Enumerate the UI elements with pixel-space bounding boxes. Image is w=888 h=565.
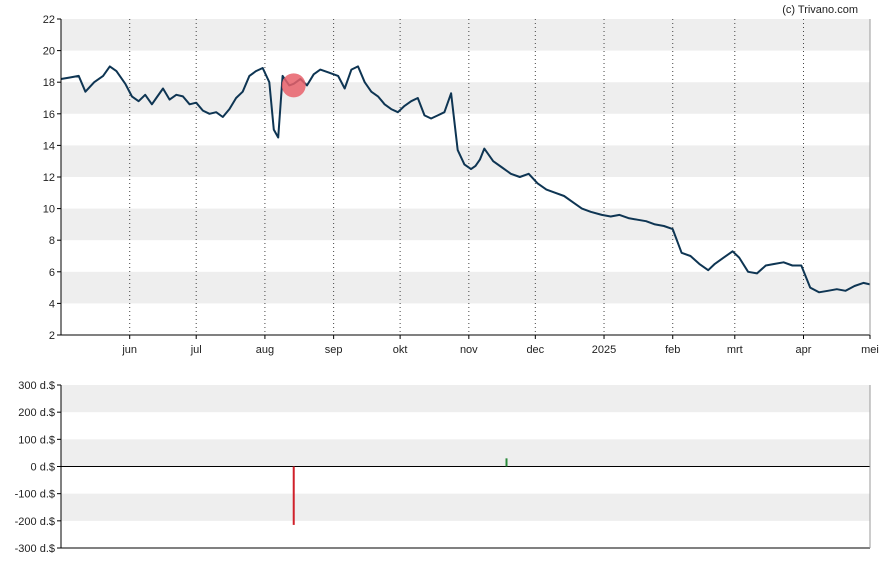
volume-y-tick-label: -100 d.$ — [15, 489, 55, 501]
price-series-line — [60, 65, 871, 294]
price-x-tick-label: mrt — [727, 344, 743, 356]
price-x-tick-label: jul — [190, 344, 202, 356]
price-y-tick-label: 4 — [49, 298, 55, 310]
price-x-tick-label: feb — [665, 344, 680, 356]
credit-text: (c) Trivano.com — [782, 4, 858, 16]
price-x-tick-label: jun — [121, 344, 137, 356]
volume-y-tick-label: 0 d.$ — [31, 462, 55, 474]
volume-band — [61, 493, 870, 521]
price-y-tick-label: 2 — [49, 330, 55, 342]
volume-chart-panel: 300 d.$ 200 d.$ 100 d.$ 0 d.$ -100 d.$ -200 d… — [15, 380, 871, 555]
price-x-tick-label: apr — [796, 344, 812, 356]
price-y-tick-label: 14 — [43, 140, 55, 152]
price-y-tick-label: 6 — [49, 267, 55, 279]
volume-band — [61, 439, 870, 467]
price-band — [61, 19, 870, 51]
price-chart-panel: 2 4 6 8 10 12 14 16 18 20 22 jun jul aug sep okt nov dec… — [43, 14, 879, 356]
volume-y-tick-label: -200 d.$ — [15, 516, 55, 528]
volume-bars — [292, 458, 508, 525]
price-chart-x-ticks: jun jul aug sep okt nov dec 2025 feb mrt apr mei — [121, 335, 879, 356]
price-band — [61, 145, 870, 177]
price-chart-y-ticks: 2 4 6 8 10 12 14 16 18 20 22 — [43, 14, 61, 342]
price-band — [61, 82, 870, 114]
event-marker — [281, 73, 306, 98]
price-x-tick-label: mei — [861, 344, 879, 356]
price-x-tick-label: 2025 — [592, 344, 616, 356]
price-x-tick-label: nov — [460, 344, 478, 356]
price-y-tick-label: 20 — [43, 46, 55, 58]
price-y-tick-label: 8 — [49, 235, 55, 247]
price-y-tick-label: 18 — [43, 77, 55, 89]
volume-chart-frame — [60, 385, 871, 549]
volume-y-tick-label: 100 d.$ — [18, 434, 55, 446]
price-band — [61, 208, 870, 241]
volume-chart-y-ticks: 300 d.$ 200 d.$ 100 d.$ 0 d.$ -100 d.$ -200 d… — [15, 380, 61, 555]
volume-y-tick-label: 300 d.$ — [18, 380, 55, 392]
price-x-tick-label: aug — [256, 344, 274, 356]
price-x-tick-label: okt — [393, 344, 408, 356]
price-chart-frame — [60, 19, 871, 336]
volume-band — [61, 385, 870, 413]
price-y-tick-label: 22 — [43, 14, 55, 26]
price-chart-bands — [61, 19, 870, 304]
price-band — [61, 271, 870, 304]
price-y-tick-label: 10 — [43, 204, 55, 216]
price-x-tick-label: sep — [325, 344, 343, 356]
volume-y-tick-label: 200 d.$ — [18, 407, 55, 419]
price-y-tick-label: 16 — [43, 109, 55, 121]
volume-y-tick-label: -300 d.$ — [15, 543, 55, 555]
price-y-tick-label: 12 — [43, 172, 55, 184]
volume-chart-bands — [61, 385, 870, 521]
price-x-tick-label: dec — [526, 344, 544, 356]
